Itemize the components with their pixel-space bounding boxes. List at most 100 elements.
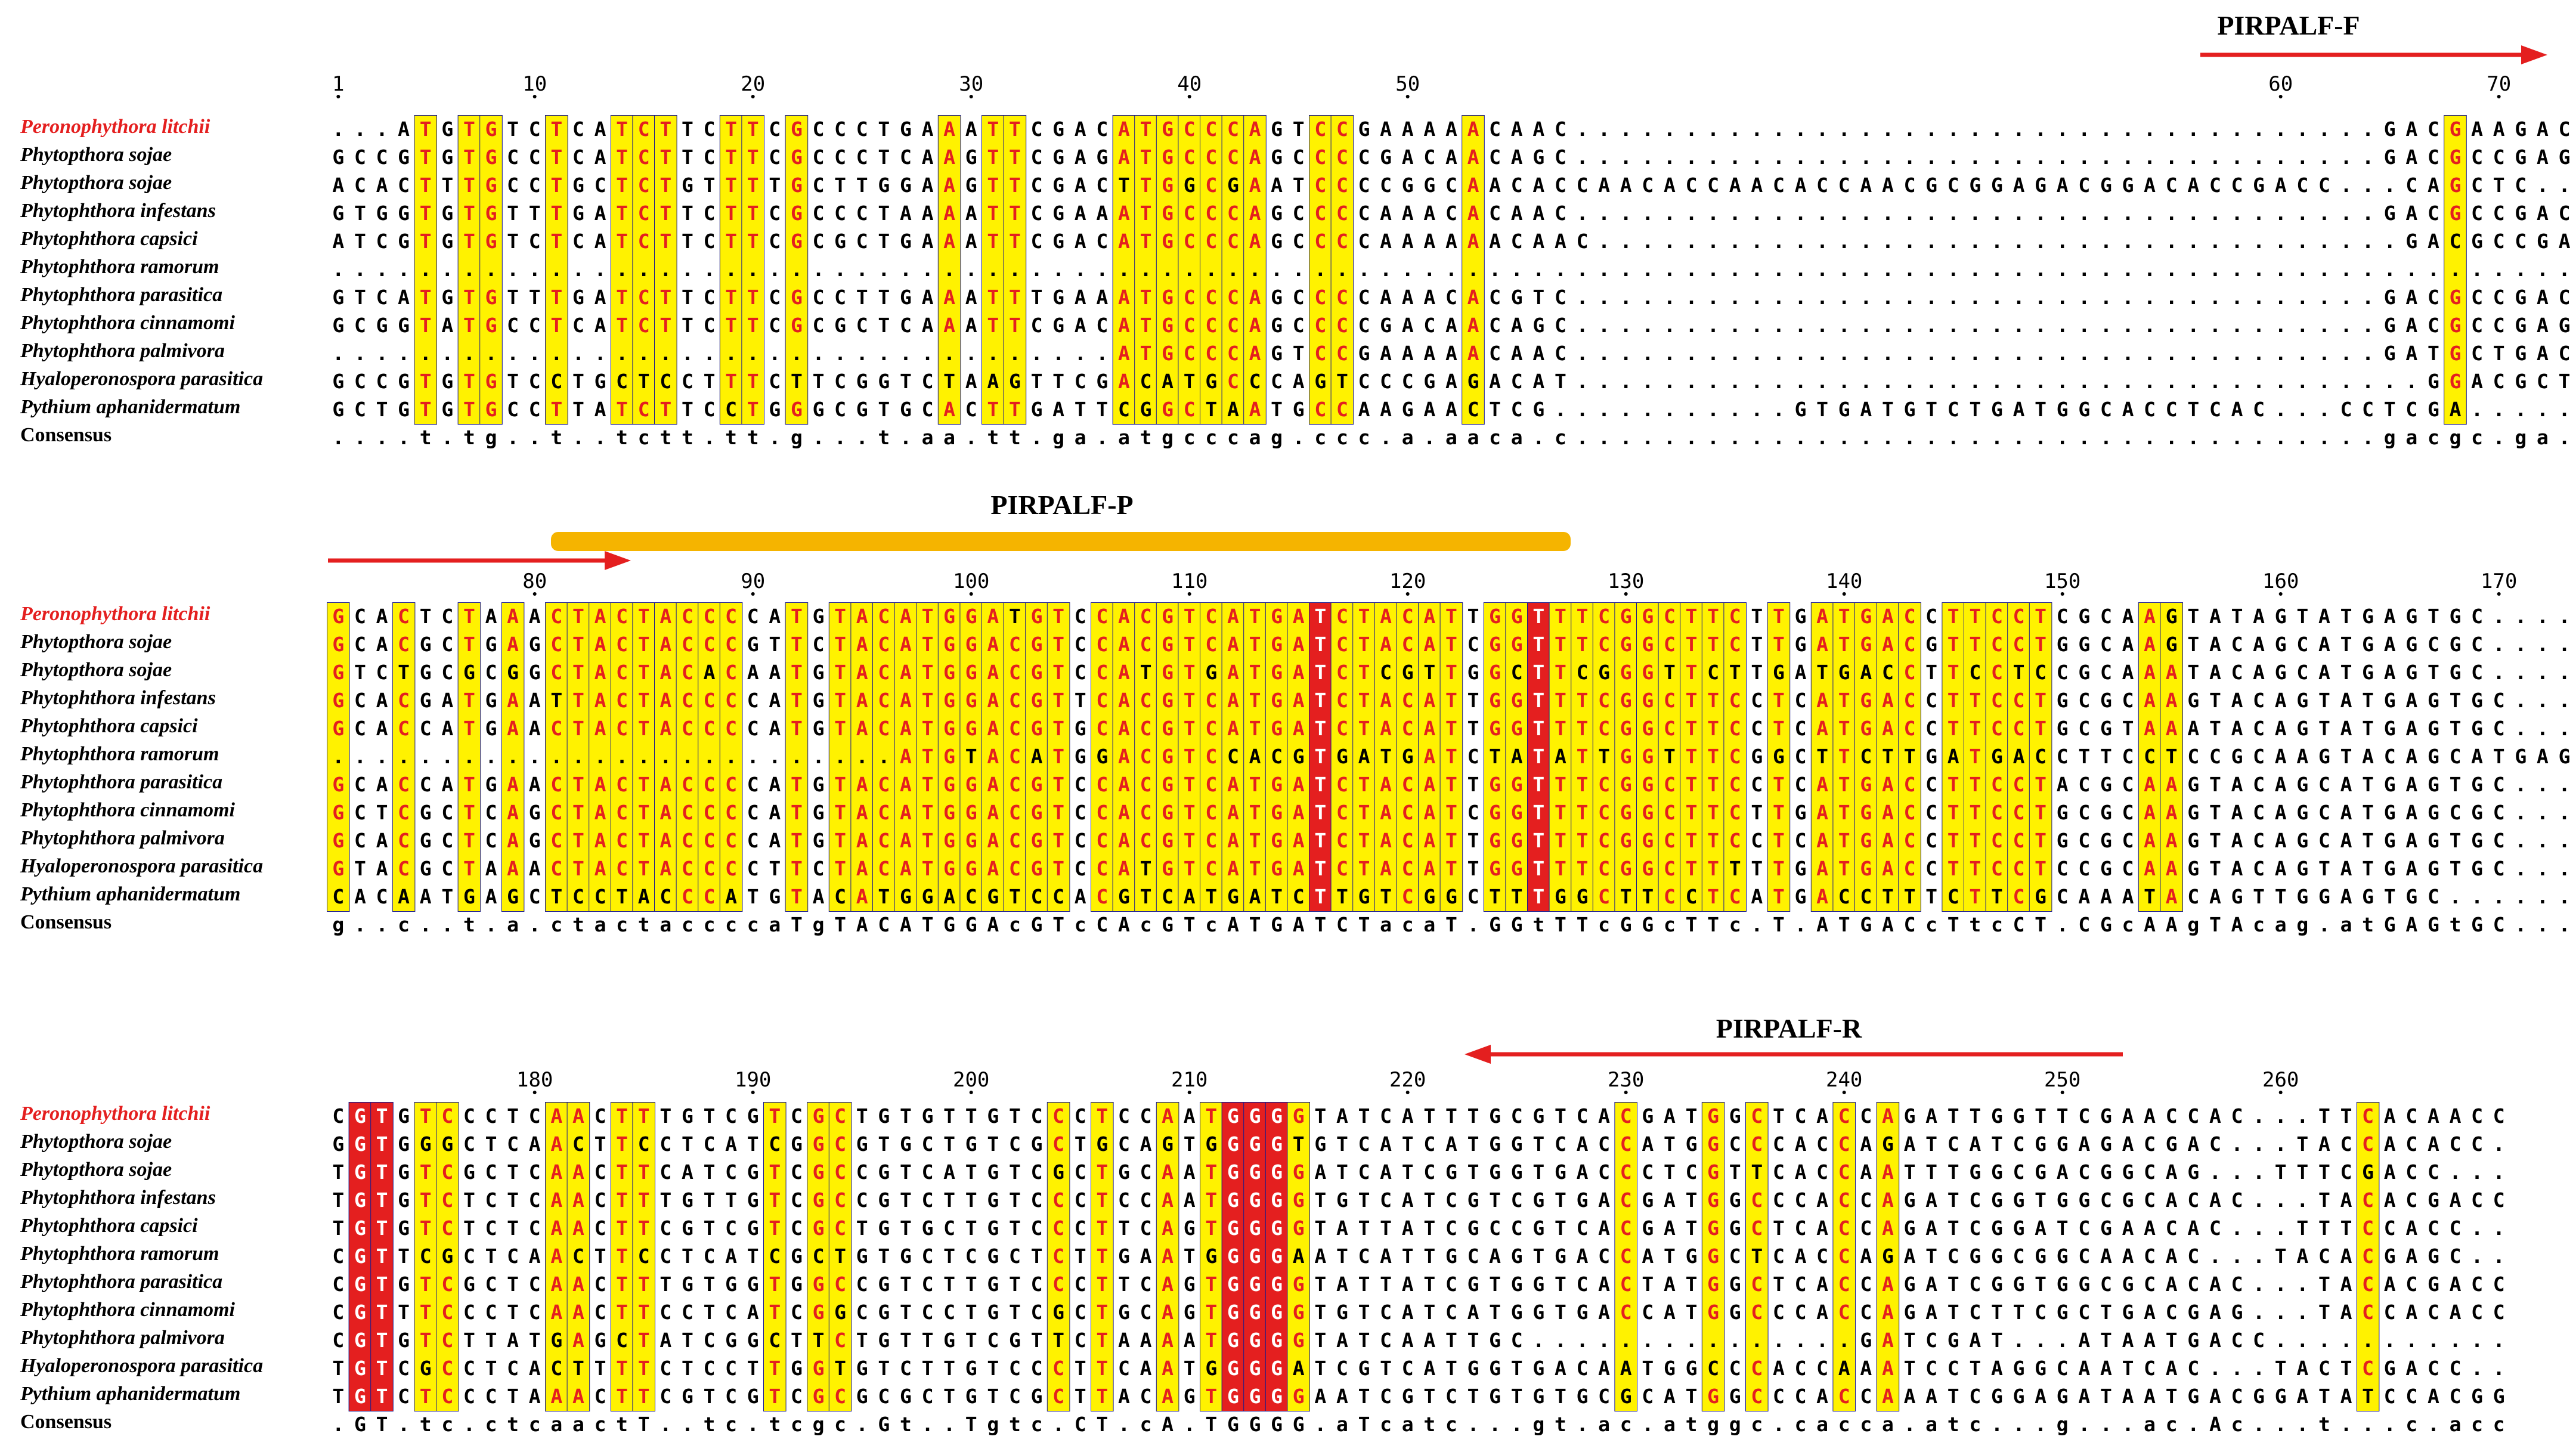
- sequence-base: .: [1577, 398, 1589, 421]
- similar-cell: [1135, 340, 1157, 368]
- sequence-base: T: [1555, 801, 1566, 824]
- sequence-base: G: [1904, 1104, 1916, 1128]
- sequence-base: A: [1882, 1329, 1894, 1352]
- sequence-base: .: [529, 745, 541, 768]
- sequence-base: G: [2187, 857, 2199, 880]
- sequence-base: A: [2187, 717, 2199, 740]
- sequence-base: G: [485, 717, 497, 740]
- sequence-base: C: [791, 1301, 803, 1324]
- sequence-base: G: [1031, 717, 1043, 740]
- sequence-base: G: [1031, 633, 1043, 656]
- sequence-base: T: [638, 717, 650, 740]
- consensus-base: .: [1991, 1413, 2003, 1436]
- sequence-base: A: [572, 1216, 584, 1240]
- sequence-base: C: [1402, 605, 1414, 628]
- sequence-base: T: [420, 1216, 432, 1240]
- sequence-base: C: [595, 1385, 606, 1408]
- consensus-base: .: [1598, 426, 1610, 449]
- sequence-base: G: [529, 801, 541, 824]
- consensus-base: G: [878, 1413, 890, 1436]
- sequence-base: C: [1642, 174, 1654, 197]
- sequence-base: G: [813, 801, 825, 824]
- sequence-base: .: [2187, 146, 2199, 169]
- sequence-base: A: [1358, 398, 1370, 421]
- sequence-base: T: [682, 398, 693, 421]
- sequence-base: C: [725, 1385, 737, 1408]
- sequence-base: T: [1293, 117, 1305, 141]
- sequence-base: A: [1380, 633, 1392, 656]
- sequence-base: T: [1423, 1273, 1435, 1296]
- consensus-base: g: [332, 913, 344, 936]
- consensus-base: c: [1729, 913, 1741, 936]
- sequence-base: C: [354, 370, 366, 393]
- sequence-base: T: [1751, 1160, 1763, 1184]
- sequence-base: T: [420, 230, 432, 253]
- sequence-base: G: [420, 1357, 432, 1380]
- sequence-base: C: [1489, 342, 1501, 365]
- sequence-base: T: [1009, 605, 1021, 628]
- sequence-base: T: [856, 1329, 868, 1352]
- sequence-base: C: [1751, 1104, 1763, 1128]
- sequence-base: G: [965, 773, 977, 796]
- sequence-base: C: [2013, 1245, 2025, 1268]
- sequence-base: .: [2035, 342, 2046, 365]
- sequence-base: T: [813, 1329, 825, 1352]
- sequence-base: C: [1991, 605, 2003, 628]
- sequence-base: C: [834, 1132, 846, 1156]
- sequence-base: C: [2450, 801, 2462, 824]
- sequence-base: A: [856, 829, 868, 852]
- similar-cell: [982, 172, 1004, 200]
- sequence-base: G: [1991, 1104, 2003, 1128]
- sequence-base: A: [1249, 230, 1261, 253]
- sequence-base: A: [900, 661, 912, 684]
- sequence-base: T: [638, 801, 650, 824]
- sequence-base: C: [704, 857, 716, 880]
- sequence-base: .: [704, 258, 716, 281]
- sequence-base: .: [1773, 258, 1785, 281]
- sequence-base: .: [856, 342, 868, 365]
- similar-cell: [1113, 144, 1135, 172]
- sequence-base: T: [1009, 1216, 1021, 1240]
- consensus-base: .: [1118, 1413, 1130, 1436]
- sequence-base: C: [1096, 689, 1108, 712]
- sequence-base: T: [1816, 398, 1828, 421]
- consensus-base: a: [943, 426, 955, 449]
- sequence-base: .: [2122, 314, 2134, 337]
- sequence-base: T: [878, 1132, 890, 1156]
- sequence-base: G: [441, 370, 453, 393]
- sequence-base: A: [595, 689, 606, 712]
- sequence-base: .: [1423, 258, 1435, 281]
- sequence-base: .: [1729, 1329, 1741, 1352]
- sequence-base: T: [1838, 745, 1850, 768]
- consensus-base: .: [1795, 426, 1807, 449]
- consensus-base: a: [660, 913, 671, 936]
- sequence-base: .: [2559, 605, 2571, 628]
- sequence-base: G: [1271, 605, 1283, 628]
- sequence-base: C: [485, 1273, 497, 1296]
- sequence-base: C: [1075, 370, 1086, 393]
- sequence-base: G: [1707, 1104, 1719, 1128]
- sequence-base: C: [1860, 1301, 1872, 1324]
- sequence-base: T: [507, 1385, 519, 1408]
- sequence-base: T: [1686, 1104, 1698, 1128]
- sequence-base: A: [572, 1329, 584, 1352]
- sequence-base: A: [1445, 230, 1457, 253]
- similar-cell: [1156, 284, 1179, 312]
- sequence-base: C: [1184, 342, 1196, 365]
- sequence-base: A: [1816, 857, 1828, 880]
- sequence-base: A: [769, 605, 781, 628]
- sequence-base: A: [1642, 1245, 1654, 1268]
- sequence-base: .: [1925, 146, 1937, 169]
- sequence-base: T: [616, 1385, 628, 1408]
- sequence-base: .: [1948, 202, 1959, 225]
- sequence-base: C: [1969, 1385, 1981, 1408]
- consensus-base: a: [1402, 1413, 1414, 1436]
- consensus-base: C: [1904, 913, 1916, 936]
- sequence-base: A: [1162, 1160, 1174, 1184]
- consensus-base: a: [1816, 1413, 1828, 1436]
- consensus-base: .: [441, 426, 453, 449]
- sequence-base: T: [878, 230, 890, 253]
- sequence-base: A: [1445, 117, 1457, 141]
- sequence-base: .: [1489, 258, 1501, 281]
- sequence-base: A: [1532, 117, 1544, 141]
